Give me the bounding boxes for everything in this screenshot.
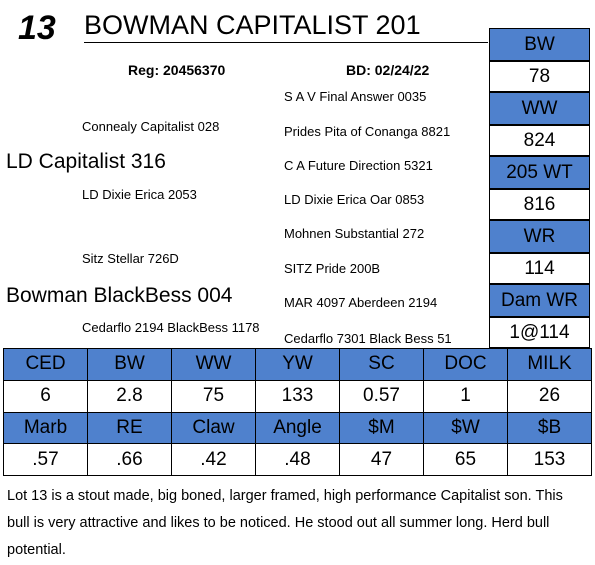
dam: Bowman BlackBess 004 <box>6 284 233 307</box>
sire: LD Capitalist 316 <box>6 150 166 173</box>
epd-value-m-index: 47 <box>340 444 424 476</box>
epd-value-claw: .42 <box>172 444 256 476</box>
epd-value-doc: 1 <box>424 380 508 413</box>
epd-label-doc: DOC <box>424 349 508 381</box>
epd-label-milk: MILK <box>508 349 592 381</box>
epd-value-ced: 6 <box>4 380 88 413</box>
ancestor-gen3-1: S A V Final Answer 0035 <box>284 89 427 104</box>
epd-value-marb: .57 <box>4 444 88 476</box>
lot-description: Lot 13 is a stout made, big boned, large… <box>7 488 563 558</box>
lot-number: 13 <box>18 9 56 47</box>
animal-name: BOWMAN CAPITALIST 201 <box>84 10 421 40</box>
dam-sire: Sitz Stellar 726D <box>82 251 179 266</box>
epd-value-milk: 26 <box>508 380 592 413</box>
ancestor-gen3-2: Prides Pita of Conanga 8821 <box>284 124 451 139</box>
title-underline <box>84 42 488 43</box>
epd-value-w-index: 65 <box>424 444 508 476</box>
epd-label-w-index: $W <box>424 412 508 445</box>
epd-label-claw: Claw <box>172 412 256 445</box>
ancestor-gen3-7: MAR 4097 Aberdeen 2194 <box>284 295 438 310</box>
perf-label-bw: BW <box>489 28 590 61</box>
perf-label-wr: WR <box>489 220 590 253</box>
perf-value-205wt: 816 <box>489 189 590 220</box>
perf-value-ww: 824 <box>489 125 590 156</box>
epd-label-b-index: $B <box>508 412 592 445</box>
perf-label-ww: WW <box>489 92 590 125</box>
epd-label-sc: SC <box>340 349 424 381</box>
birth-date: BD: 02/24/22 <box>346 62 430 78</box>
perf-value-bw: 78 <box>489 61 590 92</box>
perf-label-205wt: 205 WT <box>489 156 590 189</box>
epd-table: CED BW WW YW SC DOC MILK 6 2.8 75 133 0.… <box>3 348 592 476</box>
epd-value-angle: .48 <box>256 444 340 476</box>
epd-value-bw: 2.8 <box>88 380 172 413</box>
registration-number: Reg: 20456370 <box>128 62 226 78</box>
perf-value-wr: 114 <box>489 253 590 284</box>
epd-value-sc: 0.57 <box>340 380 424 413</box>
ancestor-gen3-8: Cedarflo 7301 Black Bess 51 <box>284 331 452 346</box>
epd-label-m-index: $M <box>340 412 424 445</box>
ancestor-gen3-3: C A Future Direction 5321 <box>284 158 433 173</box>
epd-value-yw: 133 <box>256 380 340 413</box>
perf-label-dam-wr: Dam WR <box>489 284 590 317</box>
sire-dam: LD Dixie Erica 2053 <box>82 187 197 202</box>
perf-value-dam-wr: 1@114 <box>489 317 590 348</box>
epd-label-marb: Marb <box>4 412 88 445</box>
epd-label-ww: WW <box>172 349 256 381</box>
epd-value-ww: 75 <box>172 380 256 413</box>
sire-sire: Connealy Capitalist 028 <box>82 119 220 134</box>
dam-dam: Cedarflo 2194 BlackBess 1178 <box>82 320 260 335</box>
ancestor-gen3-6: SITZ Pride 200B <box>284 261 381 276</box>
ancestor-gen3-5: Mohnen Substantial 272 <box>284 226 425 241</box>
epd-value-b-index: 153 <box>508 444 592 476</box>
epd-label-angle: Angle <box>256 412 340 445</box>
epd-label-re: RE <box>88 412 172 445</box>
ancestor-gen3-4: LD Dixie Erica Oar 0853 <box>284 192 425 207</box>
epd-label-bw: BW <box>88 349 172 381</box>
epd-label-yw: YW <box>256 349 340 381</box>
epd-value-re: .66 <box>88 444 172 476</box>
epd-label-ced: CED <box>4 349 88 381</box>
